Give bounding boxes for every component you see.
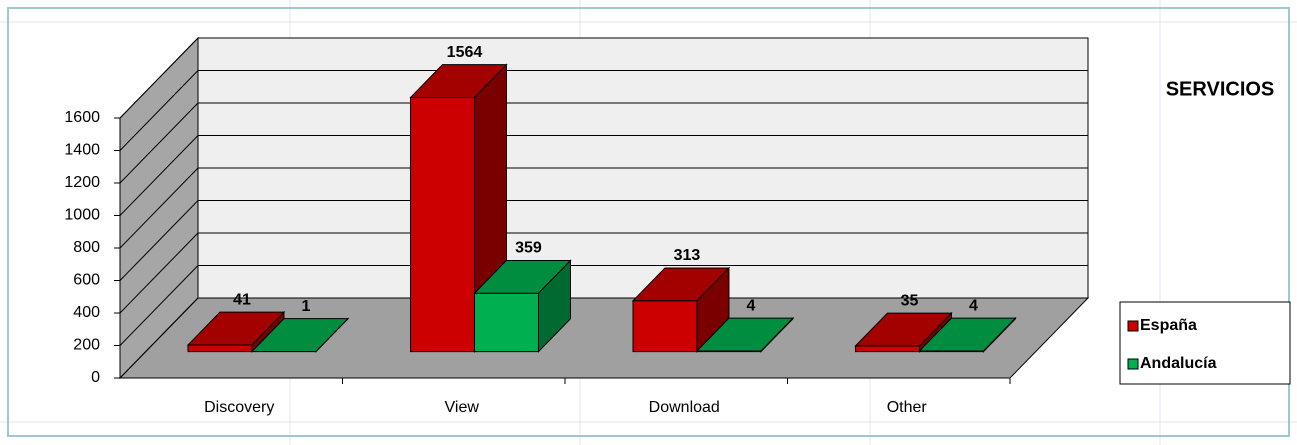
value-label: 313	[674, 247, 701, 264]
bar-top	[918, 317, 1017, 352]
bar-top	[409, 64, 508, 98]
legend-swatch	[1127, 358, 1139, 370]
legend-label: Andalucía	[1140, 355, 1217, 372]
legend-box	[1119, 301, 1291, 385]
bar-top	[250, 318, 350, 352]
bar-top	[473, 259, 572, 294]
x-tick-label: Other	[887, 399, 928, 416]
grid-line	[119, 70, 1088, 151]
bar-front	[409, 96, 475, 353]
y-tick-label: 1200	[64, 174, 100, 191]
grid-line	[119, 102, 1088, 184]
y-tick-label: 0	[91, 369, 100, 386]
y-tick-label: 200	[73, 337, 100, 354]
bar	[473, 259, 572, 353]
bar-top	[695, 317, 795, 352]
value-label: 1	[302, 298, 311, 315]
value-label: 4	[969, 297, 978, 314]
bar	[250, 317, 350, 353]
grid-line	[119, 200, 1088, 281]
bar-front	[473, 292, 539, 353]
x-tick-label: Discovery	[204, 399, 274, 416]
bar	[854, 311, 953, 353]
bar	[186, 310, 286, 353]
grid-line	[119, 265, 1088, 346]
bar-top	[186, 311, 286, 346]
y-tick-label: 1000	[64, 207, 100, 224]
grid-line	[119, 37, 1088, 119]
value-label: 4	[747, 297, 756, 314]
chart-border	[7, 7, 1290, 437]
y-tick-label: 400	[73, 304, 100, 321]
bar	[409, 63, 508, 353]
value-label: 41	[233, 291, 251, 308]
x-tick-label: View	[445, 399, 480, 416]
value-label: 35	[901, 292, 919, 309]
bar-top	[631, 267, 731, 302]
value-label: 1564	[447, 44, 483, 61]
x-tick-label: Download	[649, 399, 720, 416]
value-label: 359	[515, 240, 542, 257]
legend-label: España	[1140, 317, 1197, 334]
bar-front	[632, 300, 698, 353]
bar	[695, 316, 795, 353]
grid-line	[119, 135, 1088, 216]
grid-line	[119, 167, 1088, 249]
grid-line	[119, 232, 1088, 314]
bar	[631, 266, 731, 353]
y-tick-label: 800	[73, 239, 100, 256]
bar-top	[854, 312, 953, 347]
bar-front	[854, 345, 920, 353]
y-tick-label: 1400	[64, 142, 100, 159]
y-tick-label: 1600	[64, 109, 100, 126]
legend-swatch	[1127, 320, 1139, 332]
bar-front	[187, 344, 253, 353]
grid-line	[119, 297, 1088, 379]
y-tick-label: 600	[73, 272, 100, 289]
chart-title: SERVICIOS	[1166, 78, 1275, 100]
bar	[918, 316, 1017, 353]
